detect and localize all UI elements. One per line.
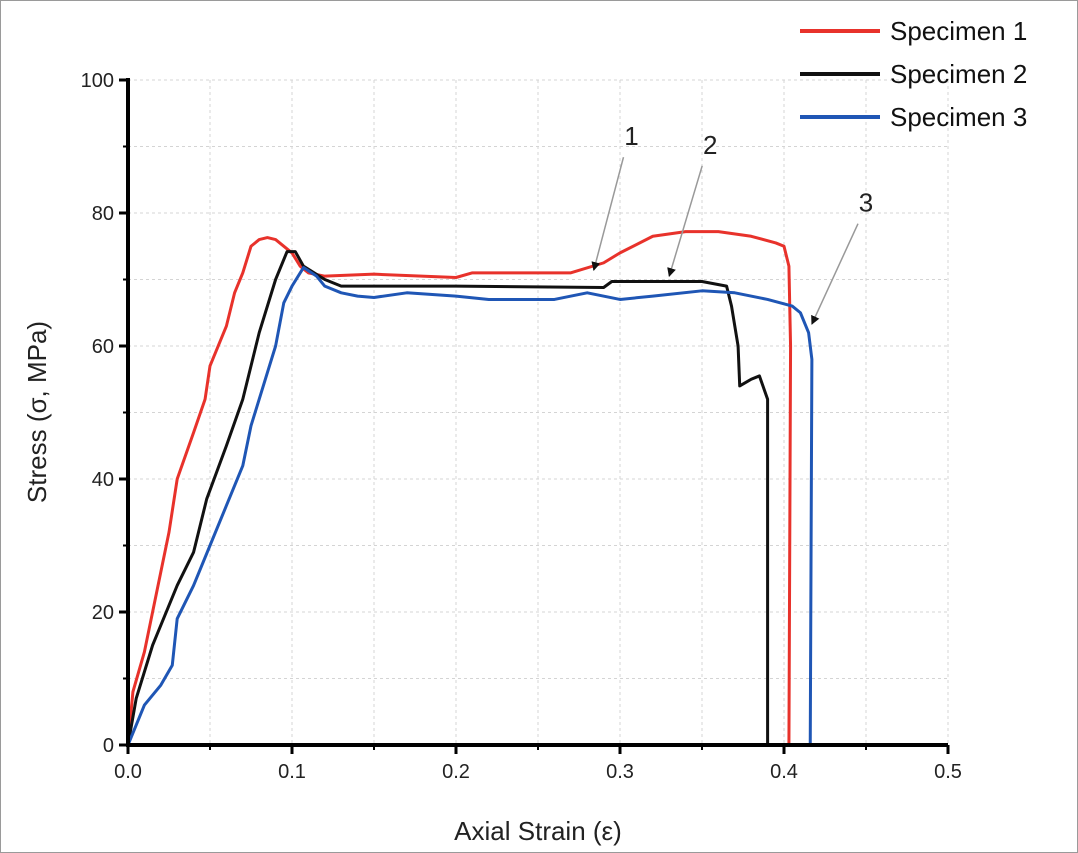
series-line-3 xyxy=(126,266,814,746)
x-tick-label: 0.0 xyxy=(114,761,142,783)
annotation-label-2: 2 xyxy=(703,130,717,160)
legend-label-3: Specimen 3 xyxy=(890,102,1027,132)
x-tick-label: 0.5 xyxy=(934,761,962,783)
x-tick-label: 0.2 xyxy=(442,761,470,783)
annotation-arrow-2 xyxy=(667,165,703,278)
y-tick-label: 80 xyxy=(92,203,114,225)
series-lines xyxy=(126,230,814,746)
x-tick-label: 0.4 xyxy=(770,761,798,783)
annotation-label-1: 1 xyxy=(624,121,638,151)
axes: 0.0 0.1 0.2 0.3 0.4 0.5 0 20 40 60 80 100 xyxy=(81,70,962,783)
annotation-label-3: 3 xyxy=(859,188,873,218)
series-line-2 xyxy=(126,250,770,746)
y-tick-label: 0 xyxy=(103,735,114,757)
x-axis-label: Axial Strain (ε) xyxy=(454,816,622,846)
legend-label-1: Specimen 1 xyxy=(890,16,1027,46)
annotation-arrow-3 xyxy=(811,223,859,325)
annotations: 1 2 3 xyxy=(591,121,873,325)
legend: Specimen 1 Specimen 2 Specimen 3 xyxy=(800,16,1027,132)
y-tick-label: 100 xyxy=(81,70,114,92)
x-tick-label: 0.3 xyxy=(606,761,634,783)
y-tick-label: 20 xyxy=(92,602,114,624)
series-line-1 xyxy=(126,230,793,746)
grid xyxy=(128,79,949,745)
annotation-arrow-1 xyxy=(591,156,625,272)
x-tick-label: 0.1 xyxy=(278,761,306,783)
y-tick-label: 60 xyxy=(92,336,114,358)
y-axis-label: Stress (σ, MPa) xyxy=(22,321,52,503)
legend-label-2: Specimen 2 xyxy=(890,59,1027,89)
y-tick-label: 40 xyxy=(92,469,114,491)
